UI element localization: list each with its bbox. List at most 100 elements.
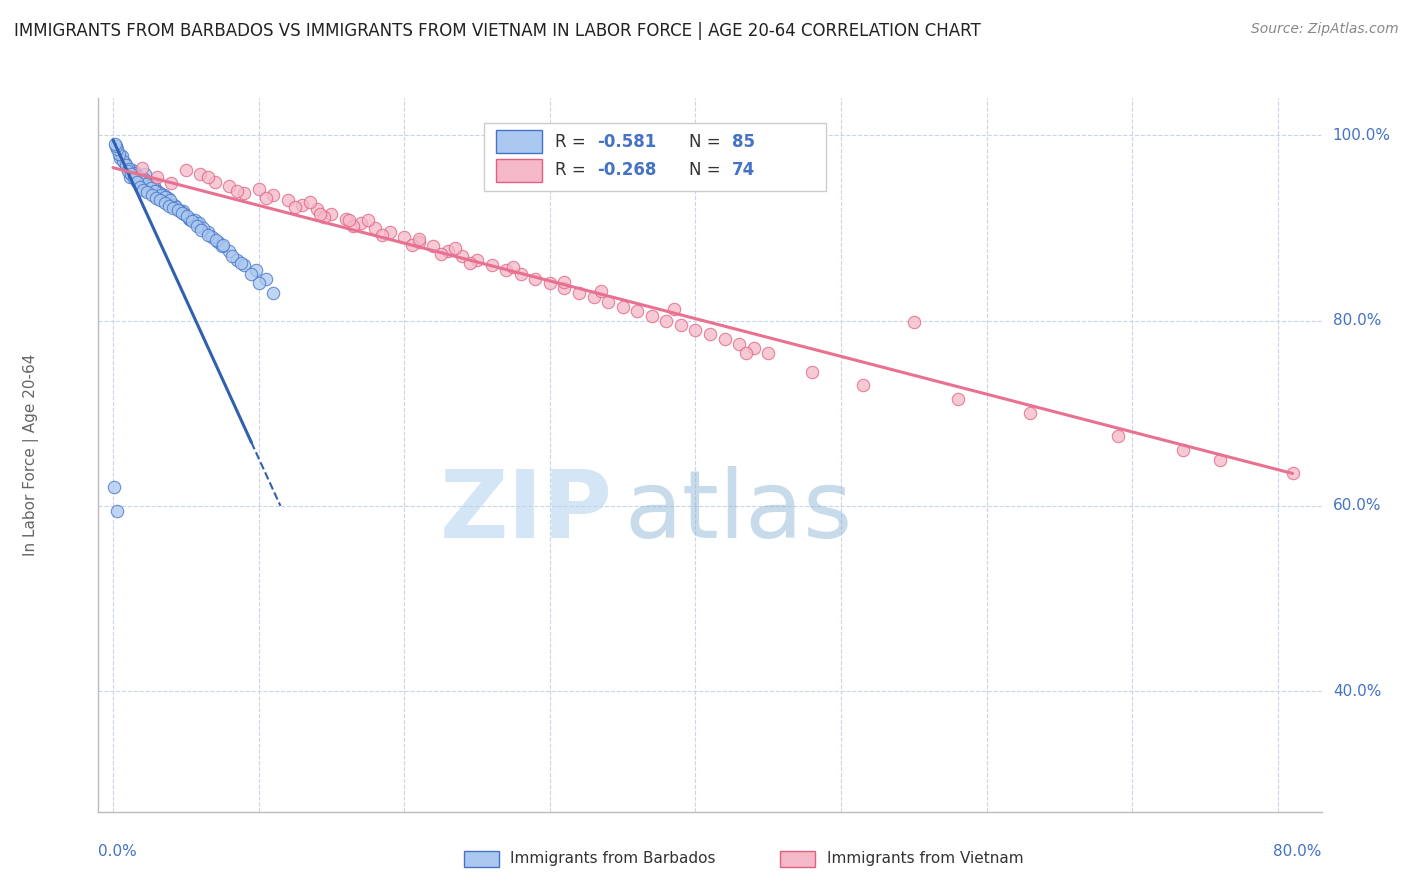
Text: 80.0%: 80.0% — [1274, 844, 1322, 859]
Point — [165, 200, 187, 214]
Point — [308, 207, 330, 221]
Point — [169, 204, 191, 219]
Text: 40.0%: 40.0% — [1333, 684, 1381, 698]
Point — [582, 290, 605, 304]
Point — [104, 137, 127, 152]
Point — [129, 173, 152, 187]
Text: ZIP: ZIP — [439, 466, 612, 558]
Point — [1107, 429, 1129, 443]
Point — [162, 202, 184, 216]
Text: In Labor Force | Age 20-64: In Labor Force | Age 20-64 — [22, 354, 39, 556]
Point — [429, 247, 451, 261]
Point — [291, 197, 314, 211]
Point — [669, 318, 692, 333]
Point — [277, 193, 299, 207]
Point — [321, 207, 343, 221]
Point — [122, 166, 145, 180]
Point — [103, 480, 125, 494]
Text: R =: R = — [555, 161, 591, 179]
Point — [108, 146, 131, 161]
Point — [211, 239, 233, 253]
Point — [105, 142, 128, 156]
Point — [401, 237, 423, 252]
Point — [1208, 452, 1230, 467]
Point — [495, 262, 517, 277]
Point — [247, 182, 270, 196]
Point — [655, 313, 678, 327]
Point — [458, 256, 481, 270]
Point — [188, 167, 212, 181]
Point — [131, 161, 153, 175]
Point — [444, 241, 467, 255]
Point — [408, 235, 430, 249]
FancyBboxPatch shape — [496, 159, 543, 182]
Point — [596, 295, 619, 310]
Point — [502, 260, 524, 274]
Point — [124, 165, 146, 179]
Text: atlas: atlas — [624, 466, 852, 558]
Point — [1281, 467, 1303, 481]
Point — [183, 213, 205, 227]
Point — [212, 237, 235, 252]
Point — [378, 226, 401, 240]
Text: IMMIGRANTS FROM BARBADOS VS IMMIGRANTS FROM VIETNAM IN LABOR FORCE | AGE 20-64 C: IMMIGRANTS FROM BARBADOS VS IMMIGRANTS F… — [14, 22, 981, 40]
Point — [247, 277, 270, 291]
Text: Immigrants from Barbados: Immigrants from Barbados — [510, 852, 716, 866]
Point — [145, 191, 167, 205]
Point — [120, 167, 142, 181]
Point — [114, 156, 136, 170]
Point — [568, 285, 591, 300]
Point — [685, 323, 707, 337]
Point — [946, 392, 969, 407]
Point — [136, 176, 159, 190]
Point — [176, 209, 198, 223]
Point — [342, 219, 364, 233]
Point — [699, 327, 721, 342]
Point — [197, 169, 219, 184]
Point — [201, 230, 224, 244]
Point — [166, 203, 188, 218]
Point — [145, 169, 167, 184]
Point — [120, 169, 142, 184]
Point — [135, 178, 157, 192]
Point — [134, 167, 156, 181]
Text: 100.0%: 100.0% — [1333, 128, 1391, 143]
Point — [641, 309, 664, 323]
Point — [437, 244, 460, 258]
Point — [240, 267, 263, 281]
Point — [141, 178, 163, 193]
Point — [193, 220, 215, 235]
Point — [105, 503, 128, 517]
Point — [553, 275, 575, 289]
Point — [129, 180, 152, 194]
Point — [524, 272, 547, 286]
Point — [233, 258, 256, 272]
Point — [136, 185, 159, 199]
Point — [186, 219, 208, 233]
Point — [179, 211, 201, 226]
Point — [150, 187, 173, 202]
Text: -0.268: -0.268 — [598, 161, 657, 179]
Point — [187, 216, 209, 230]
FancyBboxPatch shape — [484, 123, 827, 191]
Point — [111, 148, 134, 162]
Text: -0.581: -0.581 — [598, 133, 657, 151]
Text: N =: N = — [689, 133, 725, 151]
Point — [233, 186, 256, 200]
Point — [127, 169, 149, 184]
Point — [172, 206, 194, 220]
Point — [728, 336, 751, 351]
Point — [612, 300, 634, 314]
Point — [125, 168, 148, 182]
Point — [118, 162, 141, 177]
Point — [364, 220, 387, 235]
Point — [125, 175, 148, 189]
Point — [451, 249, 474, 263]
Point — [117, 164, 139, 178]
Point — [131, 177, 153, 191]
Point — [132, 183, 155, 197]
Point — [159, 193, 181, 207]
Text: 0.0%: 0.0% — [98, 844, 138, 859]
Point — [139, 181, 162, 195]
Text: N =: N = — [689, 161, 725, 179]
